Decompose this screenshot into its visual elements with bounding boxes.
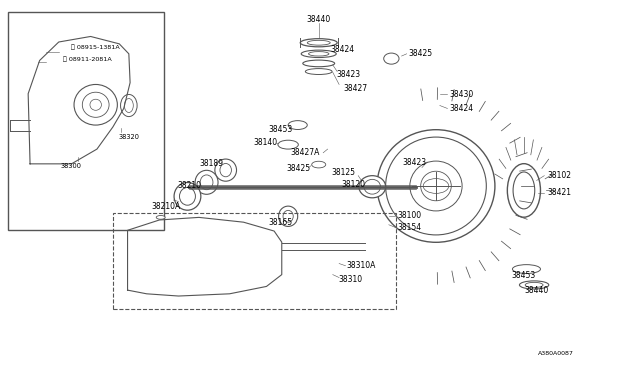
Ellipse shape (120, 94, 137, 116)
Text: 38102: 38102 (547, 171, 571, 180)
Text: 38423: 38423 (337, 70, 361, 79)
Ellipse shape (525, 282, 543, 288)
Ellipse shape (220, 163, 232, 177)
Text: 38310A: 38310A (347, 261, 376, 270)
Text: 38425: 38425 (286, 164, 310, 173)
Ellipse shape (308, 52, 329, 56)
Ellipse shape (513, 172, 535, 209)
Ellipse shape (359, 176, 386, 198)
Text: 38424: 38424 (449, 104, 474, 113)
Text: 38189: 38189 (200, 158, 223, 168)
Ellipse shape (74, 84, 117, 125)
Text: 38310: 38310 (339, 275, 363, 283)
Text: 38440: 38440 (307, 15, 331, 23)
Text: 38320: 38320 (118, 134, 140, 140)
Ellipse shape (300, 39, 337, 47)
Text: 38427: 38427 (343, 84, 367, 93)
Ellipse shape (420, 171, 451, 201)
Ellipse shape (215, 159, 237, 181)
Text: Ⓟ 08915-1381A: Ⓟ 08915-1381A (71, 44, 120, 49)
Ellipse shape (386, 137, 486, 235)
Text: 38453: 38453 (268, 125, 292, 134)
Text: 38453: 38453 (512, 271, 536, 280)
Text: 38421: 38421 (548, 188, 572, 197)
Ellipse shape (179, 187, 195, 205)
Text: 38425: 38425 (408, 49, 433, 58)
Text: 38210: 38210 (177, 181, 202, 190)
Ellipse shape (174, 183, 201, 210)
Ellipse shape (312, 161, 326, 168)
Text: Ⓝ 08911-2081A: Ⓝ 08911-2081A (63, 57, 112, 62)
Ellipse shape (384, 53, 399, 64)
Text: 38427A: 38427A (290, 148, 319, 157)
Text: 38154: 38154 (397, 223, 421, 232)
Text: A380A0087: A380A0087 (538, 352, 573, 356)
Text: 38120: 38120 (341, 180, 365, 189)
Ellipse shape (278, 140, 298, 149)
Ellipse shape (377, 130, 495, 242)
Circle shape (423, 179, 449, 193)
Text: 38440: 38440 (525, 286, 548, 295)
Ellipse shape (283, 211, 293, 222)
Ellipse shape (303, 60, 335, 67)
Bar (8, 13, 164, 230)
Text: 38423: 38423 (403, 157, 426, 167)
Ellipse shape (520, 281, 548, 289)
Ellipse shape (156, 215, 165, 219)
Ellipse shape (364, 179, 381, 194)
Text: 38165: 38165 (268, 218, 292, 227)
Ellipse shape (200, 175, 213, 190)
Text: 38210A: 38210A (151, 202, 180, 211)
Ellipse shape (83, 92, 109, 117)
Ellipse shape (307, 40, 330, 45)
Ellipse shape (508, 164, 540, 217)
Text: 38140: 38140 (254, 138, 278, 147)
Ellipse shape (278, 206, 298, 227)
Text: 38300: 38300 (61, 163, 82, 169)
Ellipse shape (305, 68, 332, 74)
Ellipse shape (288, 121, 307, 129)
Text: 38125: 38125 (331, 168, 355, 177)
Ellipse shape (124, 99, 133, 112)
Ellipse shape (90, 99, 101, 110)
Text: 38100: 38100 (397, 211, 421, 220)
Text: 38424: 38424 (331, 45, 355, 54)
Ellipse shape (410, 161, 462, 211)
Ellipse shape (301, 50, 336, 58)
Bar (113, 213, 396, 309)
Text: 38430: 38430 (449, 90, 474, 99)
Ellipse shape (195, 170, 218, 194)
Ellipse shape (513, 264, 540, 273)
